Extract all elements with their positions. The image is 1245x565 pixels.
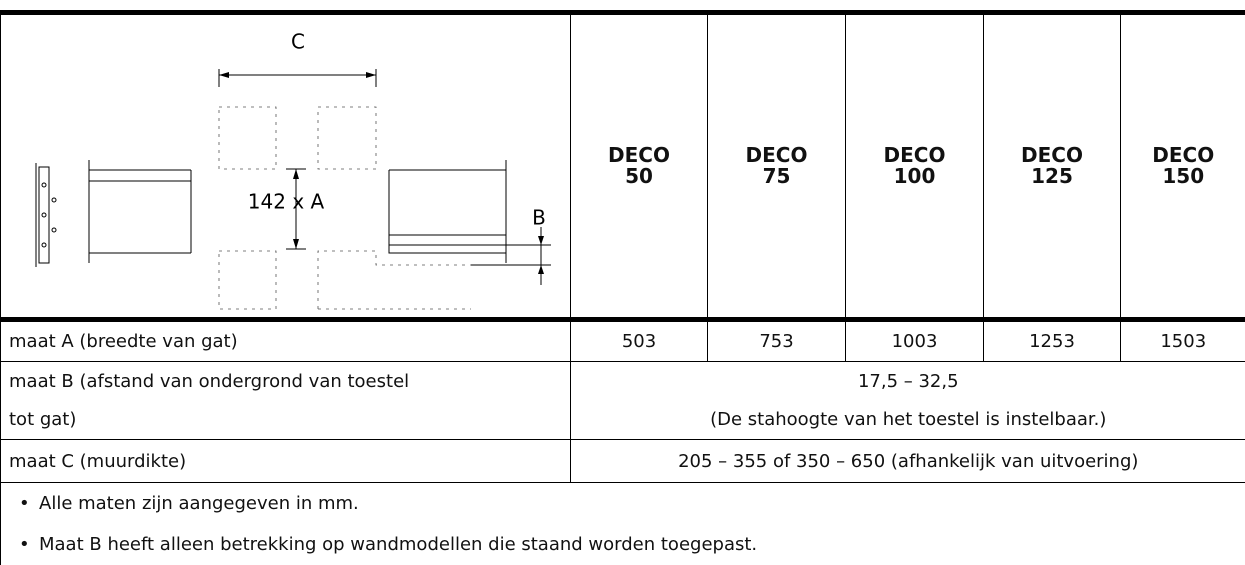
- col-model: 50: [625, 164, 653, 188]
- col-model: 100: [893, 164, 936, 188]
- note-text: Alle maten zijn aangegeven in mm.: [39, 493, 359, 514]
- col-title: DECO: [883, 143, 946, 167]
- row: maat B (afstand van ondergrond van toest…: [0, 361, 1245, 440]
- value-line: 17,5 – 32,5: [857, 370, 959, 392]
- cell: 17,5 – 32,5 (De stahoogte van het toestel…: [570, 361, 1245, 440]
- note: • Maat B heeft alleen betrekking op wandm…: [0, 524, 1245, 565]
- col-header: DECO 100: [845, 10, 984, 322]
- cell: 1003: [845, 319, 984, 362]
- cell: 753: [707, 319, 846, 362]
- col-header: DECO 150: [1120, 10, 1245, 322]
- row-label: maat C (muurdikte): [0, 439, 571, 483]
- row-label: maat A (breedte van gat): [0, 319, 571, 362]
- table: C 142 x A B: [0, 10, 1245, 565]
- row-label: maat B (afstand van ondergrond van toest…: [0, 361, 571, 440]
- note: • Alle maten zijn aangegeven in mm.: [0, 482, 1245, 524]
- col-header: DECO 125: [983, 10, 1121, 322]
- header-row: C 142 x A B: [0, 10, 1245, 322]
- label-line: tot gat): [9, 408, 77, 430]
- col-title: DECO: [1021, 143, 1083, 167]
- col-title: DECO: [745, 143, 808, 167]
- diagram: C 142 x A B: [35, 30, 551, 310]
- value-line: (De stahoogte van het toestel is instelb…: [710, 408, 1107, 430]
- col-model: 150: [1162, 164, 1205, 188]
- col-title: DECO: [608, 143, 670, 167]
- cell: 1253: [983, 319, 1121, 362]
- note-row: • Alle maten zijn aangegeven in mm.: [0, 482, 1245, 524]
- row: maat C (muurdikte) 205 – 355 of 350 – 65…: [0, 439, 1245, 483]
- label-b: B: [532, 206, 546, 230]
- row: maat A (breedte van gat) 503 753 1003 12…: [0, 319, 1245, 362]
- label-a: 142 x A: [248, 190, 325, 214]
- spec-table: C 142 x A B: [0, 10, 1245, 565]
- label-line: maat B (afstand van ondergrond van toest…: [9, 370, 410, 392]
- label-c: C: [291, 30, 305, 54]
- col-model: 125: [1031, 164, 1073, 188]
- cell: 503: [570, 319, 708, 362]
- note-row: • Maat B heeft alleen betrekking op wandm…: [0, 524, 1245, 565]
- col-header: DECO 50: [570, 10, 708, 322]
- cell: 1503: [1120, 319, 1245, 362]
- diagram-cell: C 142 x A B: [0, 10, 571, 322]
- note-text: Maat B heeft alleen betrekking op wandmo…: [39, 534, 758, 555]
- col-header: DECO 75: [707, 10, 846, 322]
- col-model: 75: [762, 164, 791, 188]
- col-title: DECO: [1152, 143, 1215, 167]
- cell: 205 – 355 of 350 – 650 (afhankelijk van …: [570, 439, 1245, 483]
